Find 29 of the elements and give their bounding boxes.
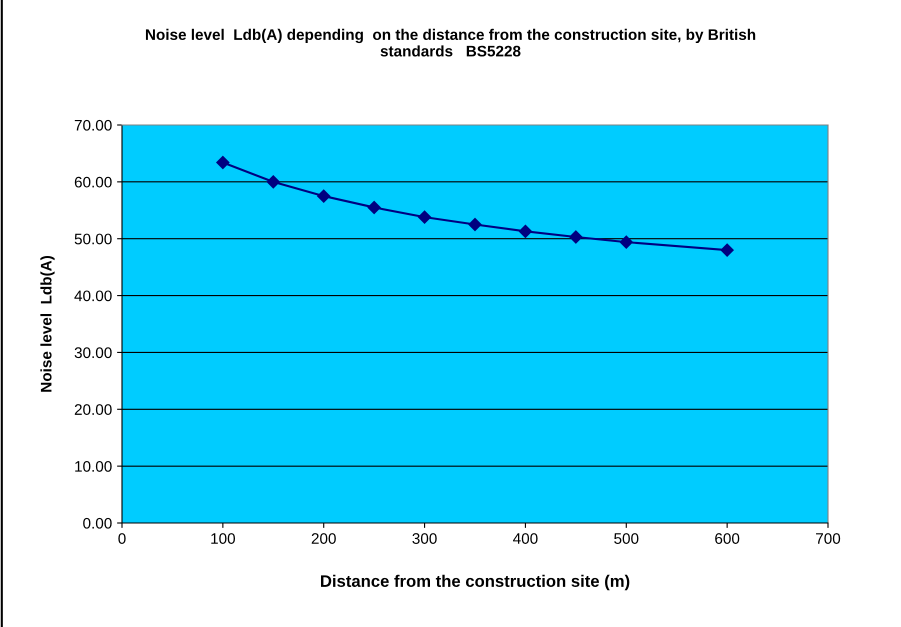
point	[418, 210, 432, 224]
x-tick-label: 200	[312, 533, 336, 544]
y-tick-label: 0.00	[83, 518, 112, 529]
y-tick-label: 20.00	[74, 404, 112, 415]
point	[720, 244, 734, 257]
x-axis-title: Distance from the construction site (m)	[321, 574, 630, 590]
x-tick-label: 100	[211, 533, 236, 544]
point	[216, 156, 230, 170]
x-tick-label: 400	[513, 533, 538, 544]
point	[266, 175, 280, 188]
point	[569, 230, 582, 244]
x-tick-label: 600	[715, 533, 740, 544]
y-tick-label: 30.00	[74, 347, 112, 358]
x-tick-label: 0	[118, 533, 126, 544]
point	[620, 236, 633, 249]
x-tick-label: 500	[614, 533, 638, 544]
y-axis-title: Noise level Ldb(A)	[40, 256, 55, 392]
chart-title: Noise level Ldb(A) depending on the distance from the construction site, by British standards BS5228	[146, 28, 756, 57]
point	[468, 218, 482, 232]
point	[368, 200, 381, 214]
y-tick-label: 60.00	[74, 176, 112, 188]
y-tick-label: 10.00	[75, 461, 112, 472]
y-tick-label: 50.00	[74, 234, 112, 244]
x-tick-label: 300	[412, 533, 437, 544]
y-tick-label: 40.00	[74, 290, 112, 302]
y-tick-label: 70.00	[74, 120, 112, 131]
point	[317, 189, 330, 203]
point	[518, 224, 532, 238]
x-tick-label: 700	[816, 533, 840, 544]
